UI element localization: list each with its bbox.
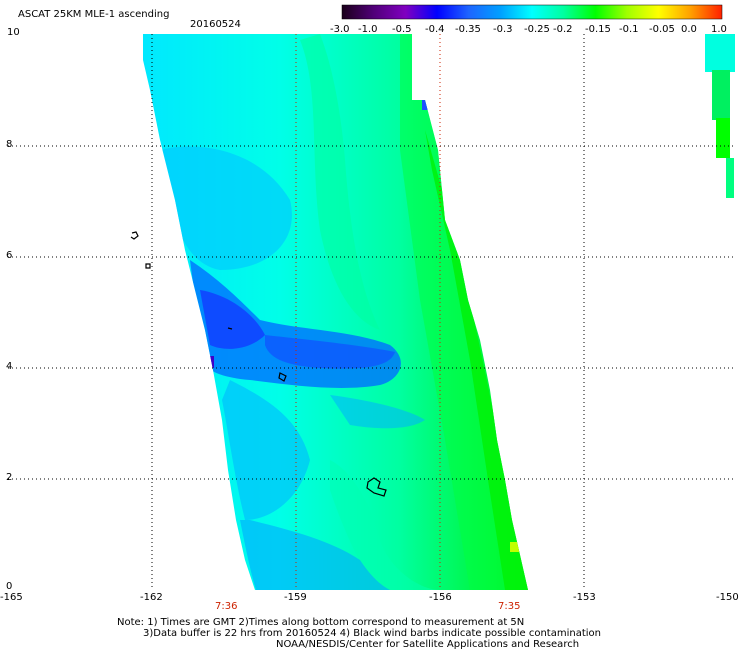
colorbar-tick-label: -0.5	[392, 24, 412, 35]
colorbar-tick-label: 1.0	[711, 24, 727, 35]
x-tick-159: -159	[284, 592, 307, 603]
time-label-735: 7:35	[498, 601, 521, 612]
colorbar	[341, 4, 723, 20]
x-tick-150: -150	[716, 592, 739, 603]
x-tick-162: -162	[140, 592, 163, 603]
data-swath	[143, 34, 528, 590]
footer-note-1: Note: 1) Times are GMT 2)Times along bot…	[117, 617, 525, 628]
y-tick-0: 0	[6, 581, 13, 592]
x-tick-165: -165	[0, 592, 23, 603]
map-date: 20160524	[190, 19, 241, 30]
colorbar-tick-label: -0.35	[455, 24, 481, 35]
colorbar-tick-label: -0.4	[425, 24, 445, 35]
colorbar-tick-label: -0.15	[585, 24, 611, 35]
colorbar-tick-label: -0.1	[619, 24, 639, 35]
colorbar-tick-label: -3.0	[330, 24, 350, 35]
y-tick-10: 10	[7, 27, 20, 38]
footer-note-2: 3)Data buffer is 22 hrs from 20160524 4)…	[143, 628, 601, 639]
y-tick-4: 4	[6, 361, 13, 372]
colorbar-tick-label: -0.3	[493, 24, 513, 35]
colorbar-tick-label: -0.25	[524, 24, 550, 35]
colorbar-tick-label: -0.05	[649, 24, 675, 35]
colorbar-strip	[341, 4, 723, 20]
y-tick-2: 2	[6, 472, 13, 483]
coastlines	[130, 231, 387, 497]
colorbar-tick-label: -0.2	[553, 24, 573, 35]
colorbar-tick-label: 0.0	[681, 24, 697, 35]
right-swath	[705, 34, 735, 198]
y-tick-8: 8	[6, 139, 13, 150]
y-tick-6: 6	[6, 250, 13, 261]
x-tick-156: -156	[429, 592, 452, 603]
x-tick-153: -153	[573, 592, 596, 603]
map-title: ASCAT 25KM MLE-1 ascending	[18, 9, 170, 20]
time-label-736: 7:36	[215, 601, 238, 612]
footer-credit: NOAA/NESDIS/Center for Satellite Applica…	[276, 639, 580, 650]
colorbar-tick-label: -1.0	[358, 24, 378, 35]
